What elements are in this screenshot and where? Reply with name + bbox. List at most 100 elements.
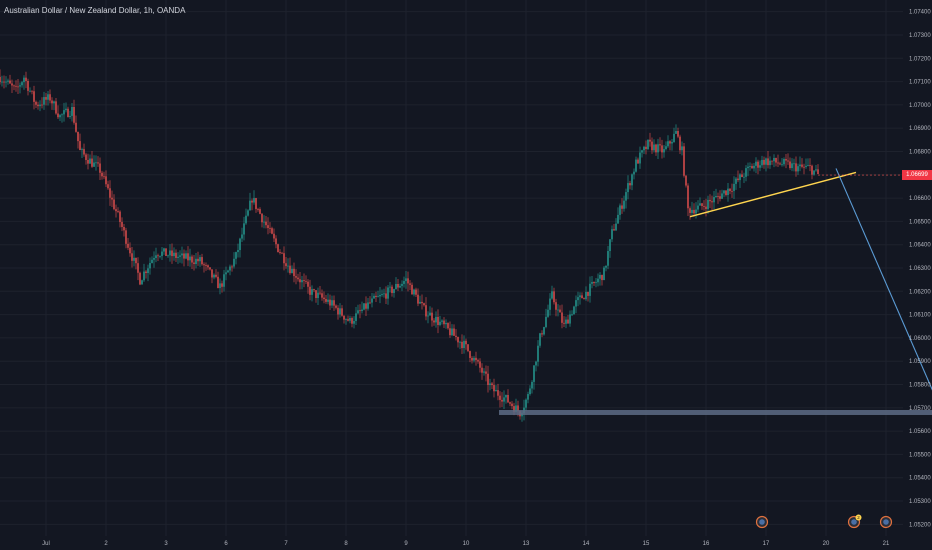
time-axis-label: 16 — [703, 541, 710, 547]
candle-body — [619, 205, 621, 215]
candle-body — [3, 81, 5, 83]
candle-body — [179, 255, 181, 257]
candle-body — [125, 230, 127, 244]
candle-body — [453, 328, 455, 336]
candle-body — [585, 291, 587, 300]
support-zone[interactable] — [499, 409, 932, 415]
trendline[interactable] — [689, 171, 857, 218]
candle-body — [715, 195, 717, 198]
projection-arrow[interactable] — [835, 168, 932, 409]
candle-body — [503, 397, 505, 402]
candle-body — [137, 263, 139, 273]
candle-body — [201, 257, 203, 265]
candle-body — [305, 280, 307, 282]
candle-body — [493, 385, 495, 392]
candle-body — [45, 97, 47, 100]
candle-body — [309, 286, 311, 295]
candle-body — [273, 233, 275, 239]
candle-body — [575, 300, 577, 307]
candle-body — [237, 250, 239, 253]
price-axis-label: 1.05600 — [909, 429, 931, 435]
price-axis-label: 1.07000 — [909, 103, 931, 109]
candle-body — [549, 298, 551, 310]
candle-body — [233, 258, 235, 267]
candle-body — [159, 256, 161, 257]
candle-body — [497, 390, 499, 396]
candle-body — [323, 297, 325, 300]
candle-body — [75, 122, 77, 132]
price-axis-label: 1.06600 — [909, 196, 931, 202]
candle-body — [567, 319, 569, 324]
candle-body — [49, 94, 51, 101]
candle-body — [675, 131, 677, 134]
event-badge-count: 2 — [857, 515, 860, 520]
candle-body — [279, 251, 281, 253]
candle-body — [133, 257, 135, 261]
candle-body — [425, 305, 427, 317]
candle-body — [747, 166, 749, 169]
candle-body — [539, 333, 541, 346]
candle-body — [435, 316, 437, 323]
candle-body — [187, 253, 189, 261]
candle-body — [791, 163, 793, 169]
candle-body — [13, 85, 15, 87]
candle-body — [297, 277, 299, 280]
candle-body — [429, 312, 431, 316]
candle-body — [115, 209, 117, 212]
candle-body — [697, 205, 699, 210]
candle-body — [327, 299, 329, 302]
candle-body — [227, 270, 229, 273]
candle-body — [581, 295, 583, 299]
candle-body — [81, 149, 83, 151]
candle-body — [753, 165, 755, 169]
candle-body — [373, 295, 375, 299]
candle-body — [83, 149, 85, 155]
candle-body — [711, 201, 713, 203]
candle-body — [345, 319, 347, 320]
candle-body — [785, 159, 787, 161]
candle-body — [369, 302, 371, 304]
candle-body — [183, 253, 185, 259]
candle-body — [141, 280, 143, 285]
candle-body — [437, 316, 439, 325]
candle-body — [111, 197, 113, 200]
candle-body — [685, 175, 687, 186]
candle-body — [625, 192, 627, 201]
current-price-label: 1.06699 — [902, 170, 932, 181]
candle-body — [639, 152, 641, 164]
candle-body — [489, 383, 491, 385]
candle-body — [307, 281, 309, 287]
candle-body — [5, 81, 7, 83]
candle-body — [483, 371, 485, 373]
candle-body — [73, 107, 75, 123]
candle-body — [31, 90, 33, 92]
candle-body — [251, 200, 253, 203]
candle-body — [363, 303, 365, 310]
candle-body — [801, 164, 803, 167]
candle-body — [203, 264, 205, 266]
candle-body — [769, 160, 771, 166]
candle-body — [477, 360, 479, 362]
candle-body — [635, 159, 637, 172]
candle-body — [571, 314, 573, 316]
candle-body — [517, 405, 519, 412]
candle-body — [375, 295, 377, 297]
candle-body — [511, 403, 513, 407]
candle-body — [59, 115, 61, 118]
candle-body — [107, 184, 109, 189]
candle-body — [665, 146, 667, 150]
price-axis-label: 1.05300 — [909, 499, 931, 505]
candle-body — [789, 161, 791, 169]
time-axis-label: 21 — [883, 541, 890, 547]
candle-body — [629, 183, 631, 186]
candle-body — [21, 82, 23, 86]
candle-body — [529, 388, 531, 395]
candle-body — [729, 188, 731, 191]
candle-body — [17, 86, 19, 88]
time-axis-label: 15 — [643, 541, 650, 547]
candle-body — [443, 320, 445, 325]
candle-body — [149, 262, 151, 269]
candle-body — [693, 209, 695, 214]
